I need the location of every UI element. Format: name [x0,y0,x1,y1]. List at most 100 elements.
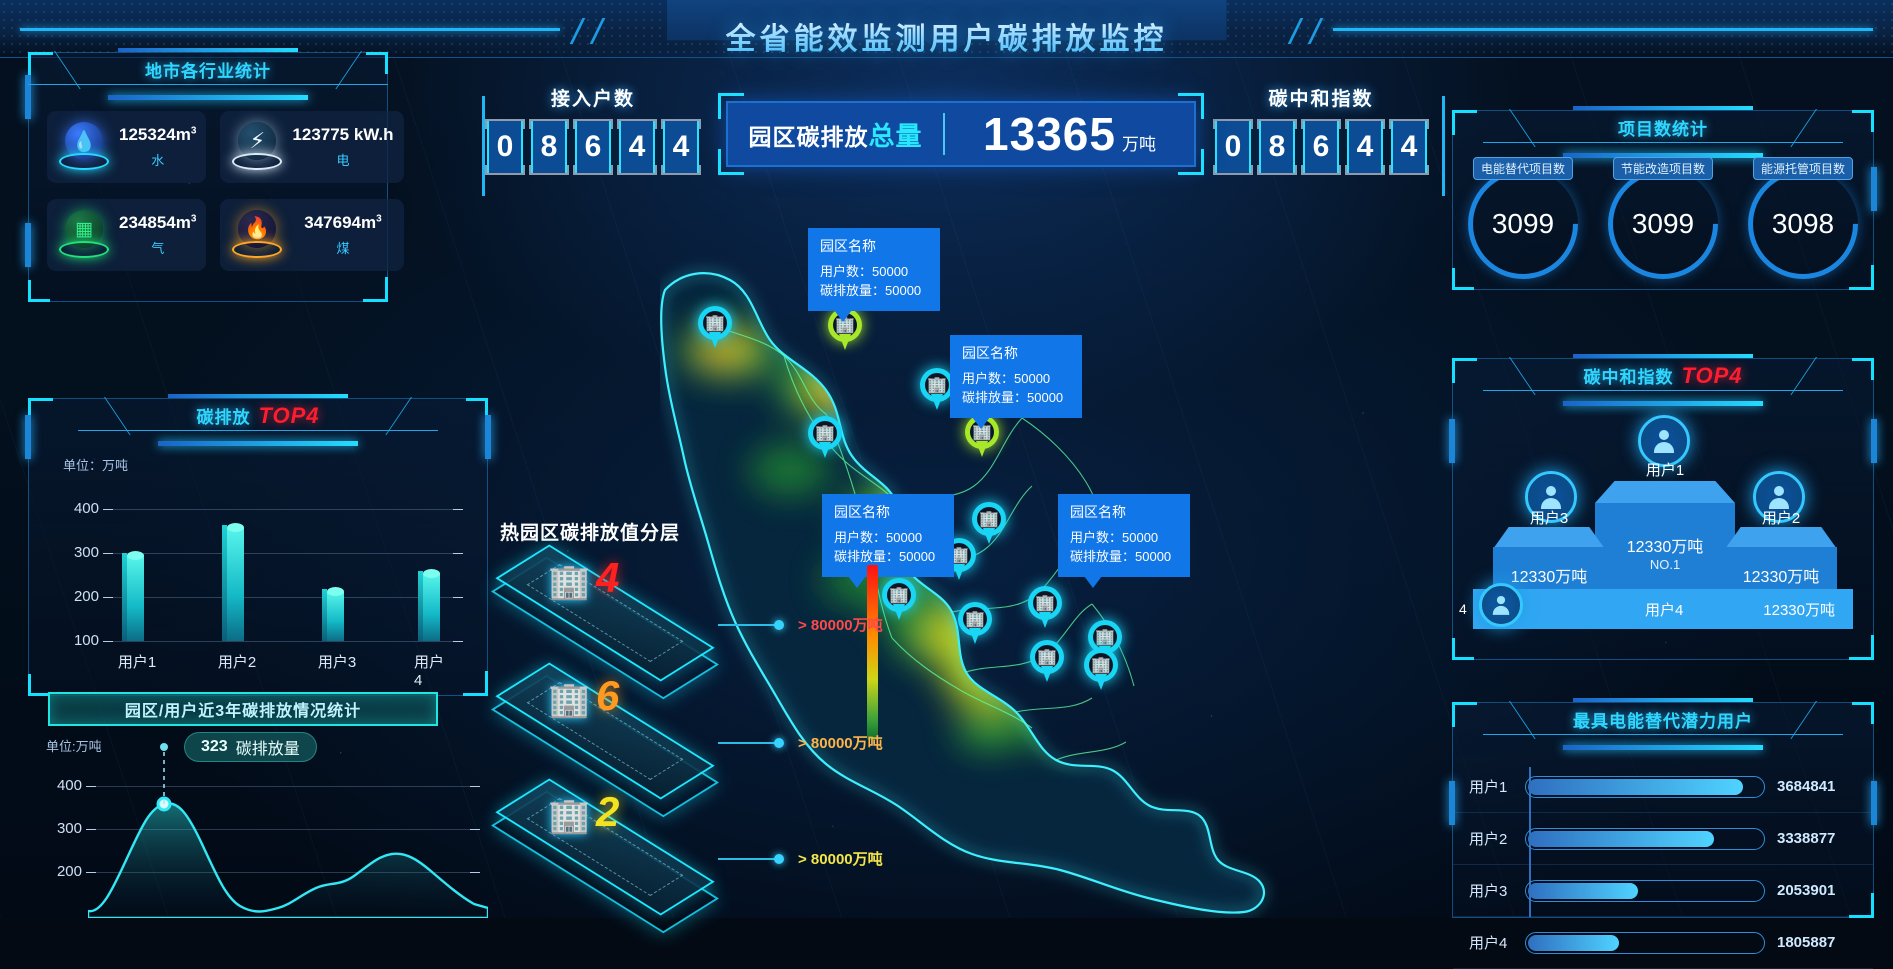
potential-row-3-track [1525,879,1765,902]
bar-user3[interactable] [322,587,344,641]
gauge-1-value: 3099 [1631,208,1695,239]
lightning-bolt-icon: ⚡ [230,120,284,174]
podium-row4[interactable]: 4 用户4 12330万吨 [1459,589,1853,629]
potential-row-4-name: 用户4 [1469,935,1508,952]
gauge-1-caption: 节能改造项目数 [1612,157,1714,180]
potential-row-1[interactable]: 用户1 3684841 [1453,761,1873,813]
water-unit: 水 [151,153,165,168]
neutral-top4-title-accent: TOP4 [1681,363,1743,388]
area-chart-panel: 单位:万吨 400 300 200 323 碳排放量 [28,732,488,918]
area-chart-path [88,802,488,918]
gauge-energy-hosting[interactable]: 能源托管项目数 3098 [1725,146,1881,302]
layer-count-1: 4 [596,554,620,601]
access-digit-0: 0 [485,119,525,175]
province-heatmap[interactable]: 🏢 🏢 🏢 🏢 🏢 🏢 🏢 🏢 🏢 🏢 🏢 🏢 [660,228,1420,918]
industry-panel-title: 地市各行业统计 [145,62,271,81]
layer-count-3: 2 [596,788,620,835]
industry-stats-panel: 地市各行业统计 💧 125324m3 水 ⚡ 123775 [25,48,404,302]
map-tooltip-1-users-label: 用户数： [820,264,873,279]
podium-row4-index: 4 [1459,601,1467,617]
map-tooltip-2-emission-label: 碳排放量： [962,389,1028,405]
layer-item-2[interactable]: 🏢 6 [490,662,720,818]
bar-xlabel-0: 用户1 [117,654,157,671]
layer-threshold-3: > 80000万吨 [798,851,883,868]
map-tooltip-4-emission-label: 碳排放量： [1070,548,1136,564]
total-label-accent: 总量 [868,120,923,151]
avatar-rank4 [1479,583,1523,627]
podium-chart: 用户1 12330万吨 NO.1 用户3 12330万吨 NO.2 用户2 12… [1453,405,1873,635]
area-chart-tooltip: 323 碳排放量 [184,732,317,762]
potential-row-2-track [1525,827,1765,850]
potential-row-4[interactable]: 用户4 1805887 [1453,917,1873,969]
layer-item-1[interactable]: 🏢 4 [490,544,720,700]
neutral-top4-title: 碳中和指数 [1583,368,1674,387]
total-emission-value: 13365 [983,108,1116,160]
potential-row-1-track [1525,775,1765,798]
potential-bars-list: 用户1 3684841 用户2 3338877 用户3 2053901 用户4 … [1453,761,1873,969]
map-tooltip-3-users-label: 用户数： [834,530,887,545]
potential-row-1-name: 用户1 [1469,779,1508,796]
area-ytick-400: 400 [56,777,82,794]
energy-card-coal[interactable]: 🔥 347694m3 煤 [220,199,404,271]
counter-right-divider [1442,96,1445,196]
bar-ytick-300: 300 [73,544,99,561]
gauge-2-caption: 能源托管项目数 [1752,157,1854,180]
building-icon-layer-3: 🏢 [548,797,591,835]
gauge-2-value: 3098 [1771,208,1835,239]
map-tooltip-3: 园区名称 用户数：50000 碳排放量：50000 [822,494,954,588]
coal-value: 347694m [304,213,377,232]
area-ytick-200: 200 [56,863,82,880]
carbon-neutral-index-counter: 碳中和指数 0 8 6 4 4 [1213,84,1429,175]
bar-user1[interactable] [122,551,144,641]
area-chart-svg [88,743,488,918]
potential-row-1-value: 3684841 [1777,778,1836,795]
map-marker-building-1[interactable]: 🏢 [698,306,732,350]
map-marker-building-4[interactable]: 🏢 [920,368,954,412]
energy-card-water[interactable]: 💧 125324m3 水 [47,111,207,183]
map-tooltip-4-users-label: 用户数： [1070,530,1123,545]
water-drop-icon: 💧 [57,120,111,174]
gauge-energy-saving[interactable]: 节能改造项目数 3099 [1585,146,1741,302]
panel-title-industry: 地市各行业统计 [28,48,388,100]
project-panel-title: 项目数统计 [1618,120,1708,139]
map-marker-building-6[interactable]: 🏢 [972,502,1006,546]
potential-row-2[interactable]: 用户2 3338877 [1453,813,1873,865]
layer-item-3[interactable]: 🏢 2 [490,778,720,934]
carbon-top4-title-accent: TOP4 [258,403,320,428]
potential-row-3[interactable]: 用户3 2053901 [1453,865,1873,917]
map-tooltip-2-users-label: 用户数： [962,371,1015,386]
bar-user4[interactable] [418,569,440,641]
potential-row-3-value: 2053901 [1777,882,1836,899]
map-marker-building-8[interactable]: 🏢 [882,578,916,622]
map-tooltip-1-title: 园区名称 [820,238,876,254]
map-marker-building-13[interactable]: 🏢 [1084,648,1118,692]
map-marker-building-11[interactable]: 🏢 [1030,640,1064,684]
map-marker-building-9[interactable]: 🏢 [958,602,992,646]
area-tooltip-value: 323 [201,738,228,755]
potential-row-2-value: 3338877 [1777,830,1836,847]
bar-xlabel-3: 用户4 [414,654,445,689]
access-count-digits: 0 8 6 4 4 [485,119,701,175]
access-digit-4: 4 [661,119,701,175]
neutral-digit-0: 0 [1213,119,1253,175]
area-chart-subtitle: 园区/用户近3年碳排放情况统计 [48,692,438,726]
energy-card-electricity[interactable]: ⚡ 123775 kW.h 电 [220,111,404,183]
area-tooltip-label: 碳排放量 [235,741,300,758]
map-marker-building-10[interactable]: 🏢 [1028,586,1062,630]
podium-rank3-name: 用户2 [1761,510,1801,527]
carbon-neutral-index-label: 碳中和指数 [1268,89,1374,110]
bar-xlabel-1: 用户2 [217,654,257,671]
energy-card-gas[interactable]: ▦ 234854m3 气 [47,199,207,271]
total-emission-label: 园区碳排放总量 [728,116,943,153]
bar-user2[interactable] [222,522,244,642]
water-value: 125324m [119,125,191,144]
potential-row-3-name: 用户3 [1469,883,1508,900]
map-province-outline [660,272,1266,914]
avatar-rank1 [1638,415,1690,467]
gauge-electric-replacement[interactable]: 电能替代项目数 3099 [1445,146,1601,302]
bar-ytick-400: 400 [73,500,99,517]
header: 全省能效监测用户碳排放监控 [0,0,1893,62]
map-marker-building-3[interactable]: 🏢 [808,416,842,460]
map-marker-building-5[interactable]: 🏢 [965,415,999,459]
total-emission-unit: 万吨 [1121,135,1156,154]
